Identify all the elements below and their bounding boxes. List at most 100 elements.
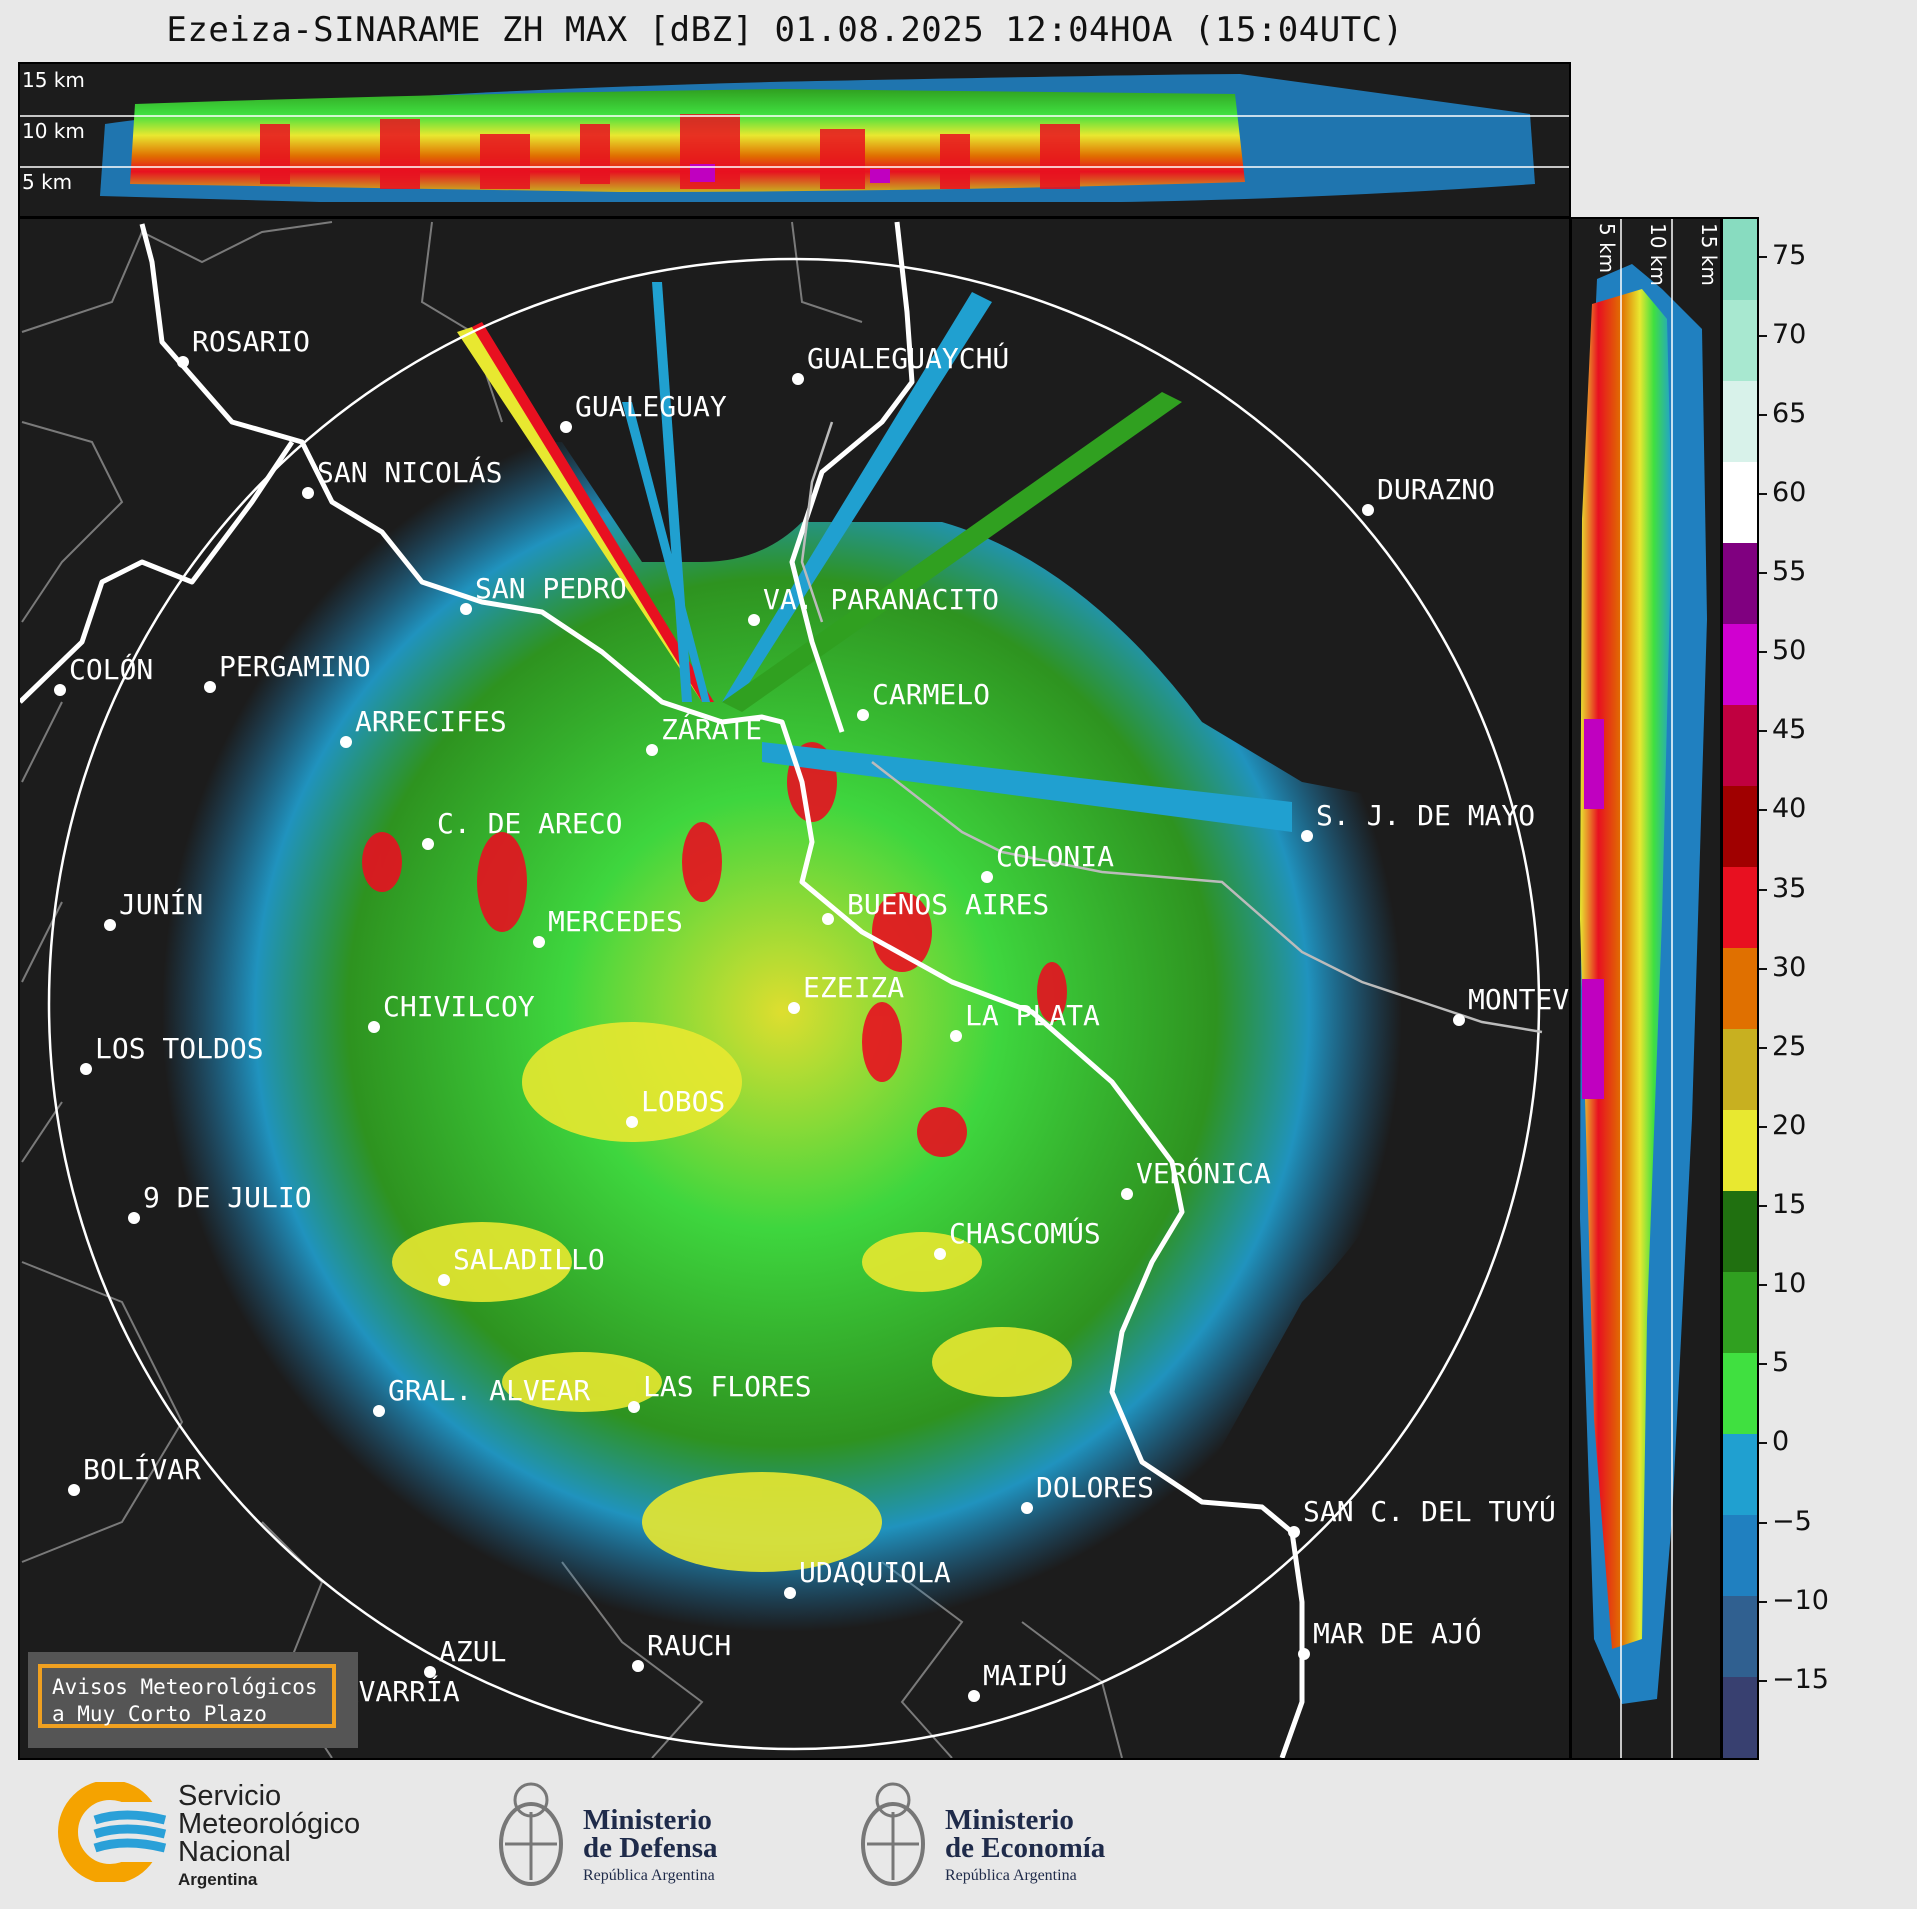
city-label-saladillo: SALADILLO	[453, 1243, 605, 1276]
colorbar-band	[1723, 705, 1757, 787]
colorbar-tick-label: 65	[1772, 397, 1807, 429]
city-label-c-de-areco: C. DE ARECO	[437, 807, 622, 840]
defensa-line-3: República Argentina	[583, 1867, 715, 1884]
colorbar-tick-label: 5	[1772, 1347, 1790, 1379]
economia-line-1: Ministerio	[945, 1804, 1074, 1836]
side-cross-section-echo	[1580, 219, 1707, 1758]
economia-line-2: de Economía	[945, 1832, 1106, 1864]
colorbar-band	[1723, 624, 1757, 706]
city-label-rosario: ROSARIO	[192, 325, 310, 358]
colorbar-band	[1723, 381, 1757, 463]
colorbar-tick	[1759, 967, 1767, 970]
colorbar-band	[1723, 867, 1757, 949]
side-height-label-15km: 15 km	[1697, 223, 1721, 286]
colorbar-tick-label: 55	[1772, 556, 1807, 588]
colorbar-tick	[1759, 1046, 1767, 1049]
radar-map: ROSARIO GUALEGUAYCHÚ GUALEGUAY SAN NICOL…	[20, 221, 1569, 1758]
city-label-ezeiza: EZEIZA	[803, 971, 904, 1004]
city-label-pergamino: PERGAMINO	[219, 650, 371, 683]
colorbar-tick	[1759, 1205, 1767, 1208]
city-label-chascomus: CHASCOMÚS	[949, 1216, 1101, 1250]
colorbar-tick	[1759, 1521, 1767, 1524]
city-label-buenos-aires: BUENOS AIRES	[847, 888, 1049, 921]
colorbar-tick-label: 25	[1772, 1030, 1807, 1062]
height-label-15km: 15 km	[22, 68, 85, 92]
height-label-10km: 10 km	[22, 119, 85, 143]
warning-line-2: a Muy Corto Plazo	[52, 1702, 267, 1726]
city-label-colon: COLÓN	[69, 652, 153, 686]
warning-line-1: Avisos Meteorológicos	[52, 1675, 318, 1699]
colorbar-band	[1723, 1677, 1757, 1758]
city-label-san-pedro: SAN PEDRO	[475, 572, 627, 605]
colorbar-tick-label: 15	[1772, 1189, 1807, 1221]
colorbar-tick	[1759, 413, 1767, 416]
city-labels: ROSARIO GUALEGUAYCHÚ GUALEGUAY SAN NICOL…	[69, 325, 1569, 1708]
uruguay-coast	[800, 421, 1543, 1034]
city-label-arrecifes: ARRECIFES	[355, 705, 507, 738]
city-label-gualeguay: GUALEGUAY	[575, 390, 727, 423]
colorbar-band	[1723, 1353, 1757, 1435]
colorbar-tick-label: 30	[1772, 951, 1807, 983]
side-height-label-10km: 10 km	[1646, 223, 1670, 286]
top-cross-section-panel: 15 km 10 km 5 km	[18, 62, 1571, 218]
city-label-lobos: LOBOS	[641, 1085, 725, 1118]
city-dots	[54, 356, 1465, 1718]
colorbar-tick-label: 60	[1772, 476, 1807, 508]
city-label-bolivar: BOLÍVAR	[83, 1452, 201, 1486]
height-label-5km: 5 km	[22, 170, 73, 194]
city-label-gualeguaychu: GUALEGUAYCHÚ	[807, 341, 1009, 375]
colorbar-band	[1723, 1029, 1757, 1111]
colorbar-tick	[1759, 1442, 1767, 1445]
economia-shield-icon	[861, 1782, 925, 1886]
city-label-maipu: MAIPÚ	[983, 1658, 1067, 1692]
colorbar-band	[1723, 1272, 1757, 1354]
city-label-san-nicolas: SAN NICOLÁS	[317, 455, 502, 489]
smn-logo-icon	[58, 1782, 170, 1882]
colorbar-tick	[1759, 255, 1767, 258]
city-label-zarate: ZÁRATE	[661, 712, 762, 746]
warning-box[interactable]: Avisos Meteorológicos a Muy Corto Plazo	[28, 1652, 358, 1748]
city-label-dolores: DOLORES	[1036, 1471, 1154, 1504]
colorbar-tick	[1759, 651, 1767, 654]
smn-line-2: Meteorológico	[178, 1808, 361, 1840]
economia-logo-text: Ministerio de Economía República Argenti…	[945, 1806, 1105, 1890]
colorbar-tick	[1759, 730, 1767, 733]
city-label-chivilcoy: CHIVILCOY	[383, 990, 535, 1023]
colorbar-band	[1723, 1596, 1757, 1678]
city-label-colonia: COLONIA	[996, 840, 1114, 873]
warning-box-frame: Avisos Meteorológicos a Muy Corto Plazo	[38, 1664, 336, 1728]
reflectivity-echo	[139, 442, 1512, 1642]
colorbar-tick	[1759, 1679, 1767, 1682]
colorbar-tick-label: −10	[1772, 1584, 1829, 1616]
city-label-9-de-julio: 9 DE JULIO	[143, 1181, 312, 1214]
colorbar-band	[1723, 1434, 1757, 1516]
colorbar-tick	[1759, 888, 1767, 891]
colorbar-tick	[1759, 1600, 1767, 1603]
smn-line-3: Nacional	[178, 1836, 291, 1868]
defensa-logo-text: Ministerio de Defensa República Argentin…	[583, 1806, 718, 1890]
city-label-va-paranacito: VA. PARANACITO	[763, 583, 999, 616]
city-label-las-flores: LAS FLORES	[643, 1370, 812, 1403]
city-label-montevideo: MONTEVIDEO	[1468, 983, 1569, 1016]
colorbar-band	[1723, 300, 1757, 382]
radial-spokes	[457, 282, 1292, 832]
colorbar-tick	[1759, 492, 1767, 495]
side-height-label-5km: 5 km	[1595, 223, 1619, 274]
defensa-line-1: Ministerio	[583, 1804, 712, 1836]
city-label-mar-de-ajo: MAR DE AJÓ	[1313, 1616, 1482, 1650]
colorbar-tick-label: 50	[1772, 635, 1807, 667]
smn-line-1: Servicio	[178, 1780, 282, 1812]
colorbar-tick-label: 0	[1772, 1426, 1790, 1458]
city-label-junin: JUNÍN	[119, 887, 203, 921]
radar-map-panel: ROSARIO GUALEGUAYCHÚ GUALEGUAY SAN NICOL…	[18, 217, 1571, 1760]
colorbar-tick	[1759, 1363, 1767, 1366]
economia-line-3: República Argentina	[945, 1867, 1077, 1884]
smn-logo-text: Servicio Meteorológico Nacional Argentin…	[178, 1782, 360, 1894]
city-label-la-plata: LA PLATA	[965, 999, 1100, 1032]
city-label-azul: AZUL	[439, 1635, 506, 1668]
colorbar-band	[1723, 543, 1757, 625]
colorbar-tick-label: −15	[1772, 1663, 1829, 1695]
colorbar-tick-label: −5	[1772, 1505, 1812, 1537]
colorbar-tick	[1759, 334, 1767, 337]
city-label-durazno: DURAZNO	[1377, 473, 1495, 506]
